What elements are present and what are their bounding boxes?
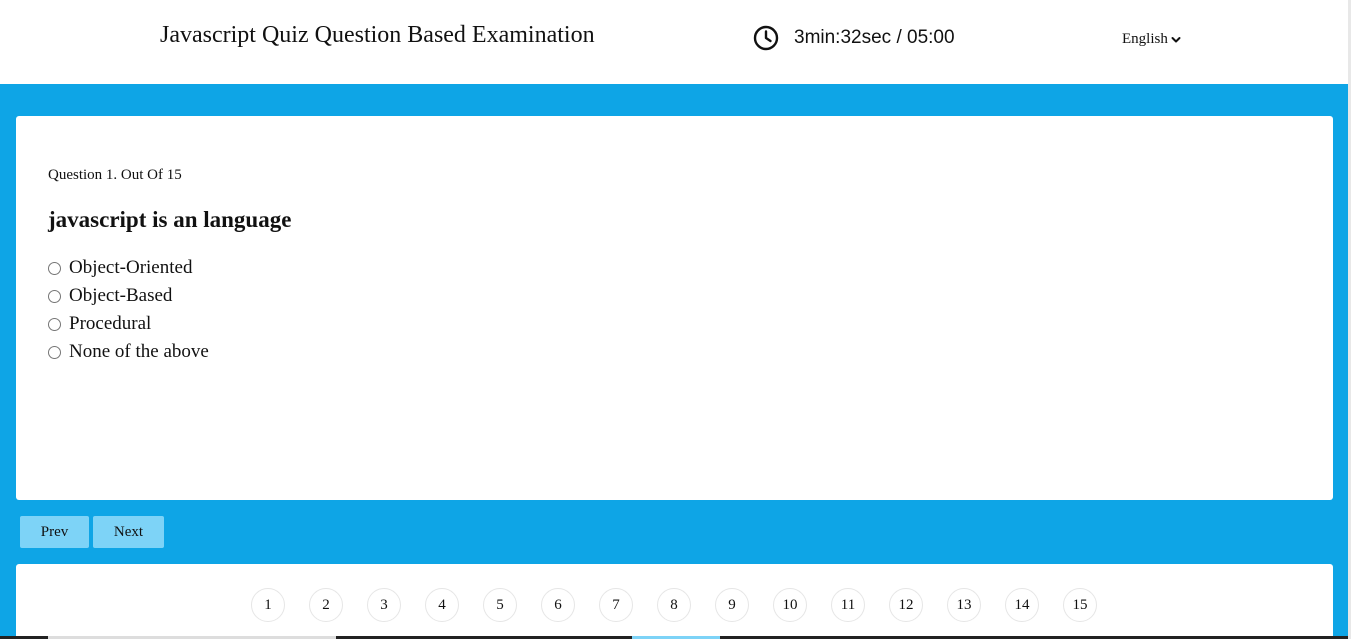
page-number[interactable]: 11 — [831, 588, 865, 622]
page-number[interactable]: 9 — [715, 588, 749, 622]
answer-option[interactable]: None of the above — [48, 338, 209, 366]
page-number[interactable]: 6 — [541, 588, 575, 622]
next-button[interactable]: Next — [93, 516, 164, 548]
question-pagination: 1 2 3 4 5 6 7 8 9 10 11 12 13 14 15 — [251, 588, 1097, 622]
question-card: Question 1. Out Of 15 javascript is an l… — [16, 116, 1333, 500]
answer-option-label: Object-Oriented — [69, 257, 193, 278]
page-number[interactable]: 5 — [483, 588, 517, 622]
clock-icon — [753, 25, 779, 51]
answer-option[interactable]: Object-Based — [48, 282, 209, 310]
page-number[interactable]: 15 — [1063, 588, 1097, 622]
page-number[interactable]: 13 — [947, 588, 981, 622]
question-count: Question 1. Out Of 15 — [48, 167, 182, 183]
answer-option[interactable]: Procedural — [48, 310, 209, 338]
scrollbar[interactable] — [1348, 0, 1351, 639]
radio-button[interactable] — [48, 289, 61, 303]
page-title: Javascript Quiz Question Based Examinati… — [160, 22, 595, 48]
timer: 3min:32sec / 05:00 — [752, 24, 955, 52]
page-number[interactable]: 3 — [367, 588, 401, 622]
answer-options: Object-Oriented Object-Based Procedural … — [48, 254, 209, 366]
page-number[interactable]: 7 — [599, 588, 633, 622]
pagination-card: 1 2 3 4 5 6 7 8 9 10 11 12 13 14 15 — [16, 564, 1333, 639]
bottom-edge-segment — [48, 636, 336, 639]
bottom-edge-segment — [632, 636, 720, 639]
chevron-down-icon — [1171, 36, 1181, 42]
page-number[interactable]: 2 — [309, 588, 343, 622]
header: Javascript Quiz Question Based Examinati… — [0, 0, 1348, 84]
answer-option-label: None of the above — [69, 341, 209, 362]
question-text: javascript is an language — [48, 207, 292, 232]
page-number[interactable]: 12 — [889, 588, 923, 622]
radio-button[interactable] — [48, 317, 61, 331]
page-number[interactable]: 10 — [773, 588, 807, 622]
radio-button[interactable] — [48, 345, 61, 359]
prev-button[interactable]: Prev — [20, 516, 89, 548]
answer-option-label: Object-Based — [69, 285, 173, 306]
page-number[interactable]: 4 — [425, 588, 459, 622]
question-navigation: Prev Next — [20, 516, 164, 548]
bottom-edge — [0, 636, 1348, 639]
page-number[interactable]: 8 — [657, 588, 691, 622]
radio-button[interactable] — [48, 261, 61, 275]
answer-option[interactable]: Object-Oriented — [48, 254, 209, 282]
page-number[interactable]: 14 — [1005, 588, 1039, 622]
timer-text: 3min:32sec / 05:00 — [794, 27, 955, 48]
answer-option-label: Procedural — [69, 313, 152, 334]
page-number[interactable]: 1 — [251, 588, 285, 622]
language-selected: English — [1122, 31, 1168, 47]
language-select[interactable]: English — [1122, 31, 1181, 48]
